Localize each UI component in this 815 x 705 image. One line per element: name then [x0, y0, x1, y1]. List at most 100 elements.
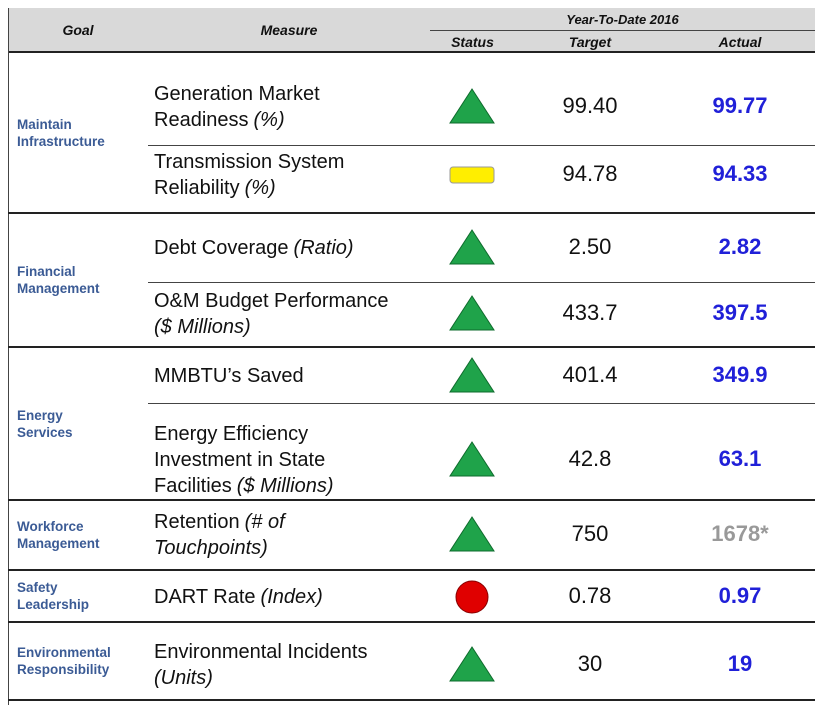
status-header: Status	[451, 34, 494, 50]
measure-text: Generation Market	[154, 83, 320, 105]
measure: DART Rate (Index)	[154, 584, 430, 610]
target: 401.4	[562, 362, 618, 387]
group-rule	[8, 569, 815, 571]
measure-line: MMBTU’s Saved	[154, 363, 430, 389]
group-rule	[8, 621, 815, 623]
status-icon	[449, 441, 495, 477]
goal-label-line: Management	[17, 536, 100, 551]
measure-line: (Units)	[154, 665, 430, 691]
goal-label-line: Workforce	[17, 519, 84, 534]
status-icon	[449, 357, 495, 393]
measure: Debt Coverage (Ratio)	[154, 235, 430, 261]
measure-unit: (%)	[253, 109, 285, 131]
goal-label: Maintain Infrastructure	[17, 116, 142, 150]
status-shape	[449, 295, 495, 331]
status-icon	[449, 295, 495, 331]
measure-line: Retention (# of	[154, 509, 430, 535]
goal-label-line: Maintain	[17, 116, 72, 132]
measure-text: Readiness	[154, 109, 249, 131]
goal-label-line: Environmental	[17, 645, 111, 660]
period-header: Year-To-Date 2016	[566, 12, 679, 27]
actual: 349.9	[712, 362, 768, 387]
measure-line: Generation Market	[154, 81, 430, 107]
measure-unit: (Units)	[154, 667, 213, 689]
left-border	[8, 8, 9, 705]
goal-label: Energy Services	[17, 407, 142, 441]
measure-text: Investment in State	[154, 449, 326, 471]
actual-header: Actual	[718, 34, 762, 50]
actual: 397.5	[712, 300, 768, 325]
measure: MMBTU’s Saved	[154, 363, 430, 389]
group-rule	[8, 699, 815, 701]
measure-text: Facilities	[154, 475, 232, 497]
measure-line: Transmission System	[154, 149, 430, 175]
status-shape	[449, 88, 495, 124]
target: 433.7	[562, 300, 618, 325]
target: 0.78	[568, 583, 612, 608]
status-icon	[455, 580, 489, 614]
measure-text: Environmental Incidents	[154, 641, 368, 663]
row-rule	[148, 145, 815, 146]
measure-text: Energy Efficiency	[154, 423, 309, 445]
measure-unit: ($ Millions)	[236, 475, 334, 497]
measure: Retention (# of Touchpoints)	[154, 509, 430, 561]
goal-label-line: Safety	[17, 580, 58, 595]
row-rule	[148, 282, 815, 283]
actual: 2.82	[718, 234, 762, 259]
measure-line: Facilities ($ Millions)	[154, 473, 430, 499]
group-rule	[8, 346, 815, 348]
measure: Environmental Incidents (Units)	[154, 639, 430, 691]
status-shape	[449, 229, 495, 265]
actual: 94.33	[712, 161, 768, 186]
goal-label-line: Management	[17, 281, 100, 296]
status-shape	[455, 580, 489, 614]
actual: 1678*	[711, 521, 769, 546]
goal-header: Goal	[62, 22, 94, 38]
measure-unit: (# of	[244, 511, 285, 533]
group-rule	[8, 499, 815, 501]
measure-line: Touchpoints)	[154, 535, 430, 561]
status-icon	[449, 646, 495, 682]
measure-unit: Touchpoints)	[154, 537, 268, 559]
measure: Generation Market Readiness (%)	[154, 81, 430, 133]
status-shape	[449, 441, 495, 477]
actual: 63.1	[718, 446, 762, 471]
measure-line: Energy Efficiency	[154, 421, 430, 447]
header-rule	[8, 51, 815, 53]
status-shape	[449, 357, 495, 393]
actual: 99.77	[712, 93, 768, 118]
measure-text: O&M Budget Performance	[154, 290, 389, 312]
measure-header: Measure	[260, 22, 318, 38]
target-header: Target	[568, 34, 612, 50]
measure-text: Retention	[154, 511, 240, 533]
measure-unit: (%)	[244, 177, 276, 199]
target: 750	[571, 521, 609, 546]
measure-text: Reliability	[154, 177, 240, 199]
target: 42.8	[568, 446, 612, 471]
goal-label-line: Energy	[17, 407, 63, 423]
goal-label: Safety Leadership	[17, 579, 142, 613]
status-shape	[449, 646, 495, 682]
status-icon	[449, 516, 495, 552]
group-rule	[8, 212, 815, 214]
measure: O&M Budget Performance ($ Millions)	[154, 288, 430, 340]
goal-label: Environmental Responsibility	[17, 644, 142, 678]
header-divider	[430, 30, 815, 31]
row-rule	[148, 403, 815, 404]
measure-unit: (Ratio)	[293, 237, 354, 259]
actual: 0.97	[718, 583, 762, 608]
status-icon	[449, 88, 495, 124]
goal-label-line: Services	[17, 424, 73, 440]
status-shape	[449, 516, 495, 552]
measure: Transmission System Reliability (%)	[154, 149, 430, 201]
goal-label-line: Responsibility	[17, 662, 110, 677]
measure-text: Transmission System	[154, 151, 345, 173]
goal-label-line: Financial	[17, 264, 76, 279]
status-icon	[449, 166, 495, 184]
measure-text: Debt Coverage	[154, 237, 289, 259]
measure-line: Environmental Incidents	[154, 639, 430, 665]
target: 94.78	[562, 161, 618, 186]
measure-line: ($ Millions)	[154, 314, 430, 340]
goal-label: Financial Management	[17, 263, 142, 297]
